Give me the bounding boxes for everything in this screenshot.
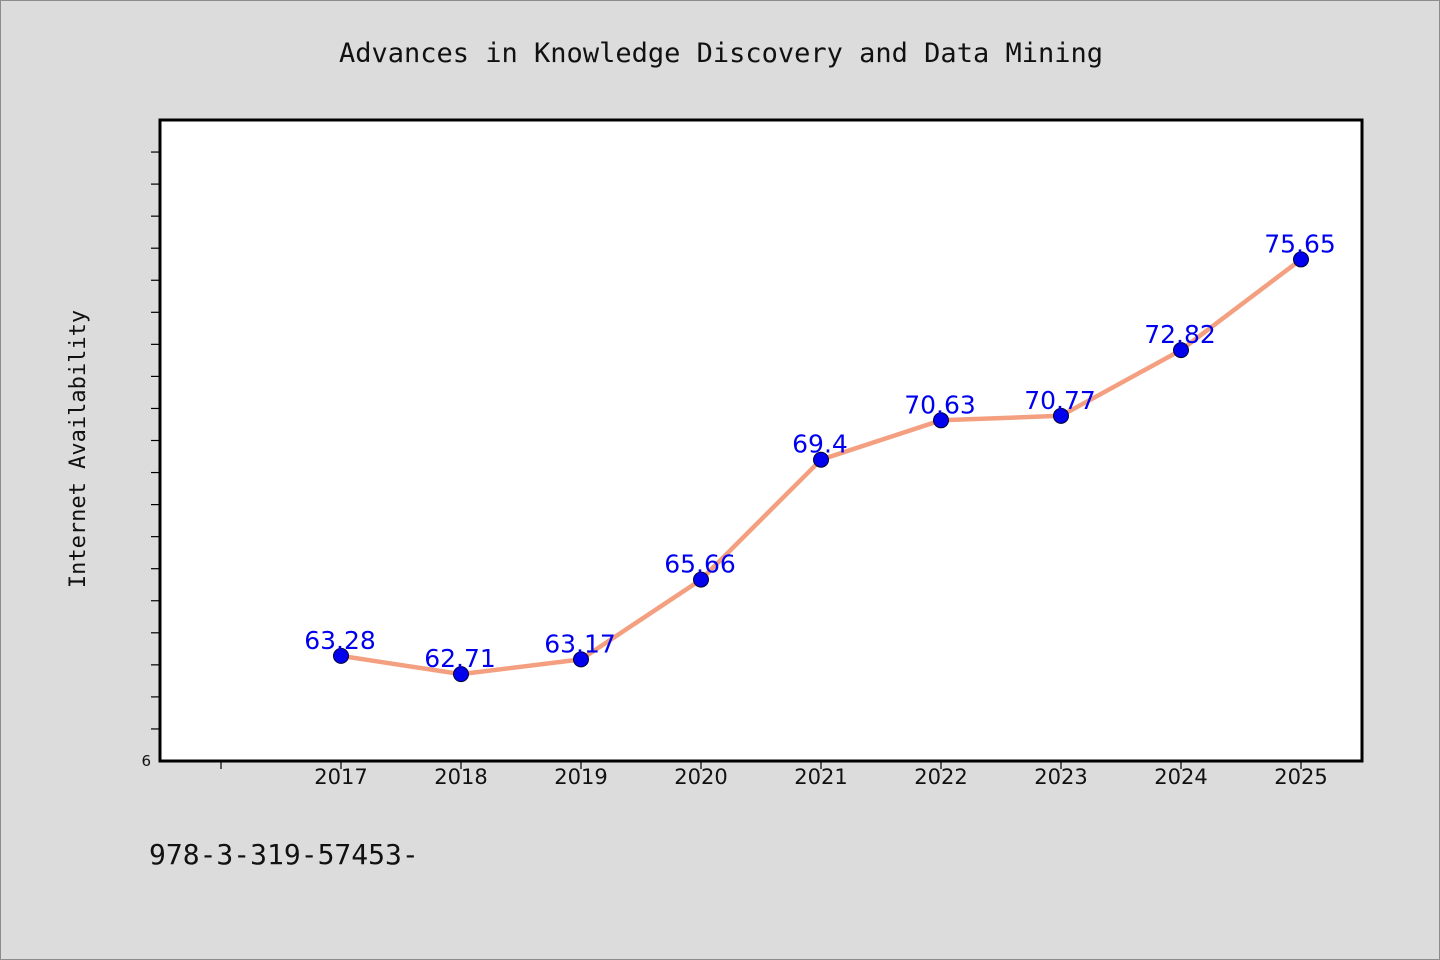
data-label: 65.66 [664, 550, 736, 579]
data-point [1053, 407, 1069, 424]
data-point [933, 412, 949, 429]
data-point [453, 666, 469, 683]
chart-title: Advances in Knowledge Discovery and Data… [339, 38, 1103, 69]
data-point [1173, 342, 1189, 359]
data-point [333, 647, 349, 664]
x-tick-label: 2023 [1034, 765, 1087, 789]
data-label: 62.71 [424, 644, 496, 673]
data-points [333, 251, 1309, 683]
x-tick-label: 2021 [794, 765, 847, 789]
data-point [813, 451, 829, 468]
data-label: 63.17 [544, 629, 616, 658]
x-tick-label: 2025 [1274, 765, 1327, 789]
y-axis-label: Internet Availability [66, 310, 91, 588]
x-tick-label: 2020 [674, 765, 727, 789]
x-tick-label: 2024 [1154, 765, 1207, 789]
data-point [1293, 251, 1309, 268]
x-tick-label: 2017 [314, 765, 367, 789]
data-label: 72.82 [1144, 320, 1216, 349]
x-tick-label: 2022 [914, 765, 967, 789]
y-tick-labels: 6 [141, 752, 151, 770]
y-tick-label: 6 [141, 752, 151, 770]
x-tick-label: 2019 [554, 765, 607, 789]
data-label: 70.77 [1024, 386, 1096, 415]
data-label: 70.63 [904, 390, 976, 419]
data-point [573, 651, 589, 668]
data-labels: 63.28 62.71 63.17 65.66 69.4 70.63 70.77 72.82 7… [304, 229, 1336, 673]
data-point [693, 571, 709, 588]
footnote: 978-3-319-57453- [149, 838, 419, 871]
x-tick-label: 2018 [434, 765, 487, 789]
plot-area [158, 118, 1364, 763]
data-label: 63.28 [304, 626, 376, 655]
axis-ticks [151, 151, 1302, 769]
data-label: 69.4 [792, 430, 848, 459]
data-label: 75.65 [1264, 229, 1336, 258]
x-tick-labels: 2017 2018 2019 2020 2021 2022 2023 2024 2025 [314, 765, 1327, 789]
